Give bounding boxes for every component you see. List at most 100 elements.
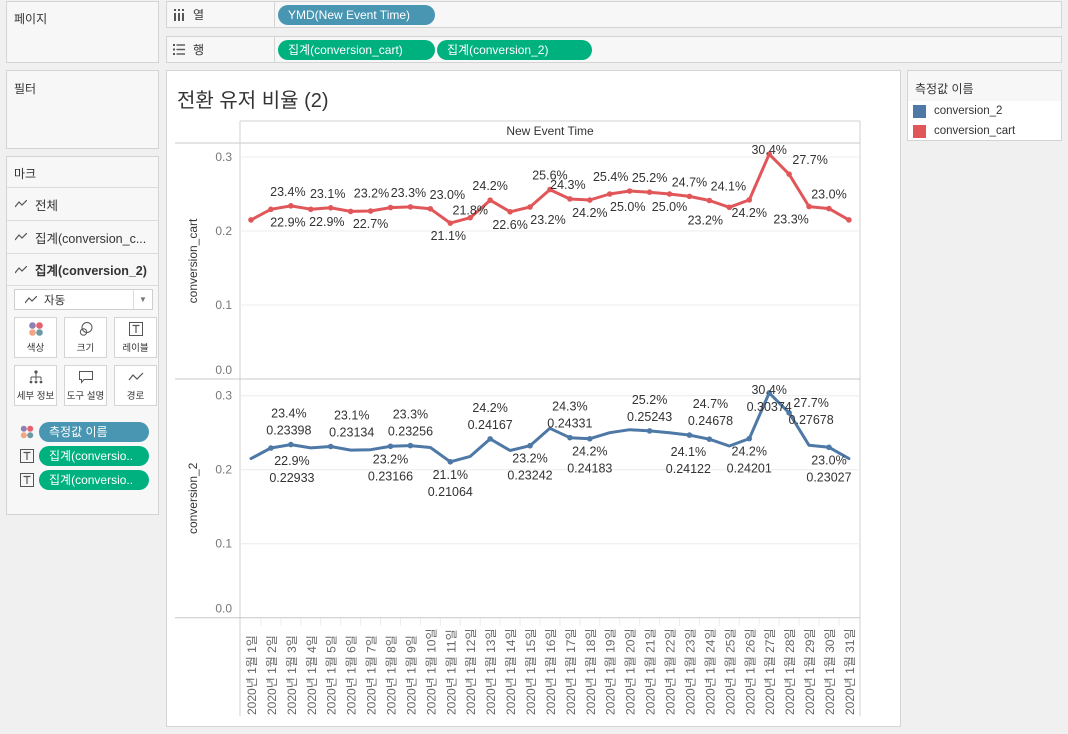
pill-label: 집계(conversion_2) [447,43,549,57]
marks-row-conversion-cart[interactable]: 집계(conversion_c... [7,220,158,253]
data-point [487,197,493,203]
label-icon [20,449,34,463]
columns-label-text: 열 [193,8,205,22]
data-point [706,436,713,442]
view-panel: 전환 유저 비율 (2) New Event Time 0.0 0.1 0.2 0.3 c… [166,70,901,727]
x-tick-label: 2020년 1월 24일 [703,628,717,715]
data-label: 0.22933 [269,471,314,485]
y-tick-label: 0.0 [215,602,232,616]
data-point [666,191,673,197]
data-point [846,217,852,223]
data-label: 23.2% [373,452,408,466]
data-label: 23.3% [773,213,808,227]
legend-swatch [913,124,926,138]
data-label: 24.2% [572,445,607,459]
detail-button[interactable]: 세부 정보 [14,365,57,406]
x-tick-label: 2020년 1월 28일 [783,628,797,715]
tooltip-button[interactable]: 도구 설명 [64,365,107,406]
legend-item-conversion-2[interactable]: conversion_2 [913,102,1002,120]
data-label: 27.7% [792,153,827,167]
data-point [288,203,294,209]
data-label: 0.24122 [666,462,711,476]
marks-row-label: 집계(conversion_2) [35,264,147,278]
size-button-label: 크기 [76,343,95,354]
data-label: 0.23242 [507,469,552,483]
columns-shelf[interactable]: 열 YMD(New Event Time) [166,1,1062,28]
data-label: 22.9% [274,454,309,468]
data-point [447,220,454,226]
pages-card-title: 페이지 [14,12,48,26]
x-tick-label: 2020년 1월 5일 [325,635,339,715]
pill-label: 집계(conversio.. [49,449,134,463]
data-point [646,428,653,434]
pill-label: 측정값 이름 [49,425,108,439]
chevron-down-icon[interactable]: ▼ [133,290,152,309]
data-point [626,188,633,194]
legend-items: conversion_2 conversion_cart [908,101,1061,140]
data-point [826,205,832,212]
data-point [686,193,693,200]
data-point [606,191,613,197]
data-label: 23.4% [270,185,305,199]
rows-shelf-label: 행 [167,37,275,62]
data-label: 0.23256 [388,425,433,439]
color-button-label: 색상 [26,343,45,354]
marks-row-label: 집계(conversion_c... [35,231,147,246]
data-label: 0.30374 [747,400,792,414]
filters-card[interactable]: 필터 [6,70,159,149]
legend-item-conversion-cart[interactable]: conversion_cart [913,122,1015,140]
data-point [447,459,454,465]
data-label: 0.27678 [789,413,834,427]
line-chart: New Event Time 0.0 0.1 0.2 0.3 conversion_car… [175,120,861,716]
data-label: 22.9% [270,215,305,229]
data-label: 23.2% [512,452,547,466]
data-point [268,206,274,213]
legend-label: conversion_cart [934,125,1016,137]
data-point [527,204,533,210]
rows-shelf[interactable]: 행 집계(conversion_cart) 집계(conversion_2) [166,36,1062,63]
data-point [786,410,792,416]
x-tick-label: 2020년 1월 18일 [584,628,598,715]
pill-label: 집계(conversio.. [49,473,134,487]
data-point [248,217,254,223]
tooltip-icon [78,371,93,384]
data-point [646,189,653,196]
marks-row-conversion-2[interactable]: 집계(conversion_2) [7,253,158,286]
data-label: 25.2% [632,393,667,407]
columns-pill-ymd-new-event-time[interactable]: YMD(New Event Time) [278,5,435,25]
mark-type-dropdown[interactable]: 자동 ▼ [14,289,153,310]
color-button[interactable]: 색상 [14,317,57,358]
x-tick-label: 2020년 1월 25일 [723,628,737,715]
path-button[interactable]: 경로 [114,365,157,406]
x-tick-label: 2020년 1월 14일 [504,628,518,715]
label-button[interactable]: 레이블 [114,317,157,358]
data-point [347,208,354,215]
x-tick-label: 2020년 1월 10일 [424,628,438,715]
data-label: 30.4% [751,383,786,397]
data-label: 23.3% [393,408,428,422]
filters-card-title: 필터 [14,82,37,96]
rows-pill-conversion-2[interactable]: 집계(conversion_2) [437,40,592,60]
column-header-title: New Event Time [506,124,594,138]
size-button[interactable]: 크기 [64,317,107,358]
line-mark-icon [15,265,27,273]
data-point [786,171,792,177]
data-label: 0.24678 [688,414,733,428]
marks-pill-label-conversion-cart[interactable]: 집계(conversio.. [39,446,149,466]
data-label: 24.1% [711,179,746,193]
legend-swatch [913,104,926,118]
label-icon [20,473,34,487]
rows-pill-conversion-cart[interactable]: 집계(conversion_cart) [278,40,435,60]
marks-pill-label-conversion-2[interactable]: 집계(conversio.. [39,470,149,490]
mark-type-value: 자동 [44,294,66,307]
data-label: 25.4% [593,170,628,184]
data-label: 0.21064 [428,485,473,499]
x-tick-label: 2020년 1월 22일 [664,628,678,715]
data-point [307,206,314,213]
color-icon [20,425,34,439]
color-legend: 측정값 이름 conversion_2 conversion_cart [907,70,1062,141]
marks-row-all[interactable]: 전체 [7,187,158,220]
pages-card[interactable]: 페이지 [6,1,159,63]
marks-pill-measure-names[interactable]: 측정값 이름 [39,422,149,442]
x-tick-label: 2020년 1월 4일 [305,635,319,715]
